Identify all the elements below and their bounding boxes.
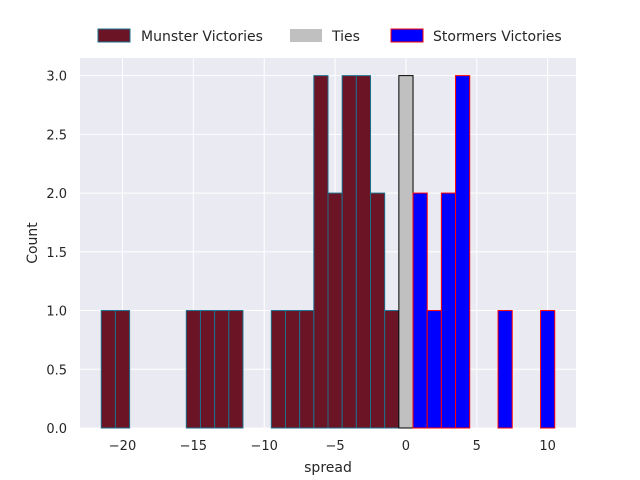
bar-munster-victories (214, 310, 230, 429)
bar-munster-victories (299, 310, 315, 429)
y-tick-label: 0.0 (46, 422, 67, 437)
bar-munster-victories (114, 310, 131, 429)
bar-munster-victories (185, 310, 201, 429)
x-tick-label: 10 (539, 439, 556, 454)
bar-munster-victories (284, 310, 301, 429)
bar-munster-victories (355, 75, 372, 429)
y-tick-label: 0.5 (46, 363, 67, 378)
y-tick-label: 1.0 (46, 305, 67, 320)
bar-stormers-victories (426, 310, 442, 429)
legend-label-stormers: Stormers Victories (433, 29, 562, 45)
legend-label-ties: Ties (331, 29, 360, 45)
x-tick-label: −10 (251, 439, 278, 454)
bar-munster-victories (327, 192, 343, 429)
y-tick-labels: 0.0 0.5 1.0 1.5 2.0 2.5 3.0 (46, 70, 67, 437)
legend-label-munster: Munster Victories (141, 29, 263, 45)
y-tick-label: 2.5 (46, 128, 67, 143)
y-tick-label: 3.0 (46, 70, 67, 85)
histogram-bars (100, 75, 556, 429)
bar-munster-victories (228, 310, 244, 429)
bar-munster-victories (370, 192, 386, 429)
x-tick-label: −15 (180, 439, 207, 454)
bar-stormers-victories (540, 310, 556, 429)
bar-munster-victories (270, 310, 286, 429)
bar-stormers-victories (455, 75, 471, 429)
bar-stormers-victories (497, 310, 513, 429)
bar-munster-victories (341, 75, 357, 429)
x-tick-label: 5 (473, 439, 481, 454)
x-axis-label: spread (304, 460, 352, 476)
bar-munster-victories (313, 75, 329, 429)
bar-stormers-victories (412, 192, 428, 429)
x-tick-label: 0 (402, 439, 410, 454)
bar-ties (398, 75, 414, 429)
bar-munster-victories (199, 310, 216, 429)
legend-swatch-munster (97, 28, 131, 43)
x-tick-labels: −20 −15 −10 −5 0 5 10 (109, 439, 556, 454)
bar-munster-victories (100, 310, 116, 429)
legend: Munster Victories Ties Stormers Victorie… (97, 28, 562, 45)
y-axis-label: Count (25, 222, 41, 264)
x-tick-label: −20 (109, 439, 136, 454)
x-tick-label: −5 (325, 439, 344, 454)
y-tick-label: 1.5 (46, 246, 67, 261)
bar-munster-victories (384, 310, 400, 429)
legend-swatch-ties (290, 29, 322, 42)
bar-stormers-victories (440, 192, 457, 429)
y-tick-label: 2.0 (46, 187, 67, 202)
legend-swatch-stormers (390, 28, 424, 43)
